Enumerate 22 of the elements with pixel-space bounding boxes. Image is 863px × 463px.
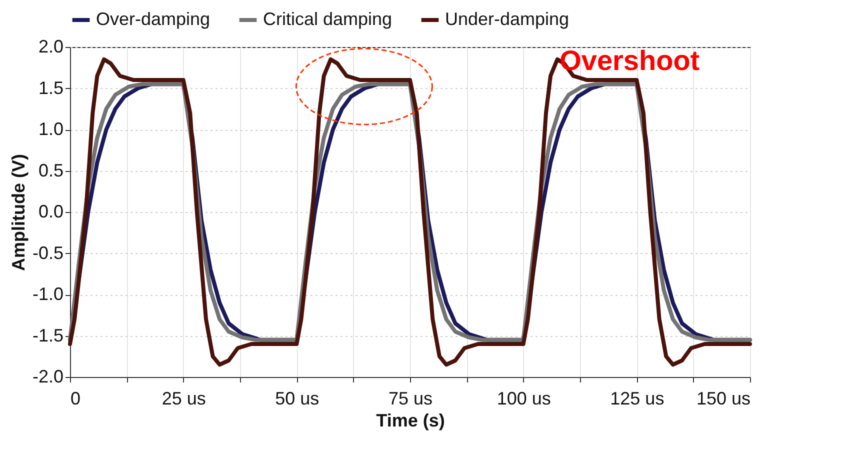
x-tick-label: 25 us xyxy=(162,388,206,408)
legend-label: Over-damping xyxy=(96,9,210,29)
x-axis-title: Time (s) xyxy=(376,410,445,430)
legend-label: Under-damping xyxy=(445,9,570,29)
y-axis-title: Amplitude (V) xyxy=(8,154,28,271)
y-tick-label: -1.0 xyxy=(32,284,64,304)
annotation: Overshoot xyxy=(560,44,700,76)
y-tick-label: -1.5 xyxy=(32,325,64,346)
y-tick-label: 1.0 xyxy=(38,119,64,139)
y-tick-label: 2.0 xyxy=(38,36,64,56)
x-tick-label: 0 xyxy=(70,388,81,408)
y-tick-label: 1.5 xyxy=(38,78,64,98)
x-tick-label: 100 us xyxy=(496,388,551,408)
x-tick-label: 50 us xyxy=(275,388,320,408)
x-tick-label: 125 us xyxy=(610,388,664,408)
y-tick-label: 0.0 xyxy=(38,202,64,222)
x-tick-label: 75 us xyxy=(388,388,433,408)
legend-label: Critical damping xyxy=(263,9,392,29)
y-tick-label: 0.5 xyxy=(38,160,64,180)
x-tick-label: 150 us xyxy=(696,388,750,408)
y-tick-label: -0.5 xyxy=(32,242,64,263)
y-tick-label: -2.0 xyxy=(32,366,64,386)
